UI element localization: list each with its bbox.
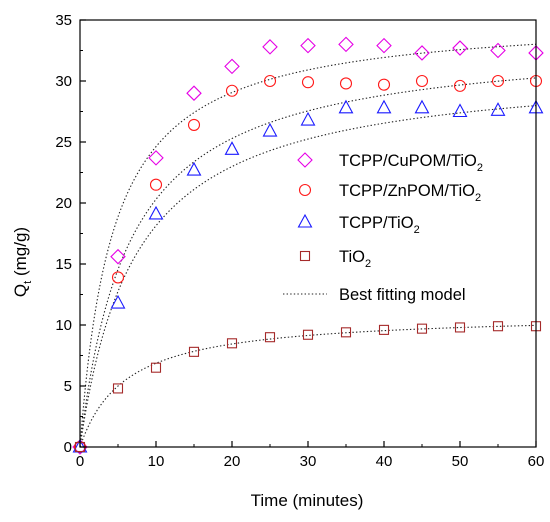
legend-label-sub: 2: [365, 258, 371, 270]
square-data-point: [150, 362, 162, 373]
legend-diamond-marker: [297, 152, 313, 168]
diamond-data-point: [300, 37, 316, 54]
x-tick-label: 30: [300, 453, 317, 470]
x-tick-label: 60: [528, 453, 545, 470]
legend-triangle-marker: [297, 213, 313, 228]
x-tick-label: 20: [224, 453, 241, 470]
plot-frame: [79, 19, 537, 448]
circle-data-point: [339, 77, 353, 90]
diamond-data-point: [148, 150, 164, 166]
y-tick-label: 10: [55, 317, 72, 334]
y-axis-title: Qt (mg/g): [11, 227, 34, 297]
fit-curve: [79, 324, 537, 448]
legend-label-main: TCPP/TiO: [339, 214, 414, 232]
square-data-point: [226, 338, 238, 349]
x-tick-label: 10: [148, 453, 165, 470]
square-data-point: [340, 327, 352, 338]
circle-data-point: [491, 74, 505, 88]
fit-curves: [79, 43, 537, 448]
square-data-point: [378, 324, 390, 335]
y-tick-label: 25: [55, 134, 72, 151]
legend-label-sub: 2: [475, 192, 481, 204]
triangle-data-point: [110, 294, 126, 309]
diamond-data-point: [262, 39, 278, 55]
diamond-data-point: [376, 37, 392, 54]
square-data-point: [454, 322, 466, 333]
triangle-data-point: [262, 122, 278, 137]
circle-data-point: [149, 178, 163, 191]
legend-label: TCPP/TiO2: [339, 214, 420, 236]
diamond-data-point: [110, 248, 126, 265]
fit-curve: [79, 77, 537, 448]
triangle-data-point: [414, 99, 430, 114]
triangle-data-point: [224, 141, 240, 155]
circle-data-point: [225, 84, 239, 97]
triangle-data-point: [376, 99, 392, 114]
diamond-data-point: [186, 85, 202, 101]
square-data-point: [416, 323, 428, 334]
diamond-data-point: [224, 58, 240, 75]
y-tick-label: 30: [55, 73, 72, 90]
diamond-data-point: [338, 36, 354, 53]
y-tick-label: 20: [55, 195, 72, 212]
legend-label: TCPP/ZnPOM/TiO2: [339, 182, 481, 204]
legend-label: TCPP/CuPOM/TiO2: [339, 152, 483, 174]
y-axis-title-main: Q: [11, 284, 30, 297]
legend-label-main: TCPP/CuPOM/TiO: [339, 152, 477, 170]
square-data-point: [264, 332, 276, 343]
y-tick-label: 5: [64, 378, 72, 395]
circle-data-point: [187, 118, 201, 131]
legend-label: TiO2: [339, 248, 371, 270]
circle-data-point: [263, 74, 277, 88]
y-tick-label: 15: [55, 256, 72, 273]
x-tick-label: 40: [376, 453, 393, 470]
triangle-data-point: [300, 111, 316, 126]
legend-label-sub: 2: [477, 162, 483, 174]
square-data-point: [492, 321, 504, 332]
diamond-data-point: [490, 42, 506, 59]
circle-data-point: [111, 271, 125, 284]
y-tick-label: 35: [55, 12, 72, 29]
legend-label-main: TiO: [339, 248, 365, 266]
data-markers: [72, 36, 544, 455]
x-axis-title: Time (minutes): [251, 491, 364, 510]
fit-curve: [79, 105, 537, 448]
fit-curve: [79, 43, 537, 448]
circle-data-point: [415, 74, 429, 88]
triangle-data-point: [452, 103, 468, 118]
triangle-data-point: [186, 161, 202, 176]
square-data-point: [302, 329, 314, 340]
triangle-data-point: [148, 205, 164, 220]
circle-data-point: [453, 79, 467, 92]
x-tick-label: 50: [452, 453, 469, 470]
x-axis-ticks: 0 10 20 30 40 50 60: [76, 441, 545, 470]
y-axis-title-sub: t: [22, 281, 34, 284]
y-tick-label: 0: [64, 439, 72, 456]
legend-label-sub: 2: [414, 224, 420, 236]
legend-circle-marker: [298, 183, 312, 197]
legend-square-marker: [299, 250, 311, 262]
square-data-point: [188, 346, 200, 357]
circle-data-point: [301, 76, 315, 89]
triangle-data-point: [490, 102, 506, 116]
x-tick-label: 0: [76, 453, 84, 470]
circle-data-point: [377, 78, 391, 91]
triangle-data-point: [338, 99, 354, 114]
legend: TCPP/CuPOM/TiO2TCPP/ZnPOM/TiO2TCPP/TiO2T…: [283, 152, 483, 304]
square-data-point: [112, 383, 124, 394]
y-axis-ticks: 0 5 10 15 20 25 30 35: [55, 12, 86, 456]
diamond-data-point: [452, 40, 468, 56]
diamond-data-point: [414, 45, 430, 61]
legend-fit-label: Best fitting model: [339, 286, 466, 304]
y-axis-title-rest: (mg/g): [11, 227, 30, 281]
legend-label-main: TCPP/ZnPOM/TiO: [339, 182, 475, 200]
